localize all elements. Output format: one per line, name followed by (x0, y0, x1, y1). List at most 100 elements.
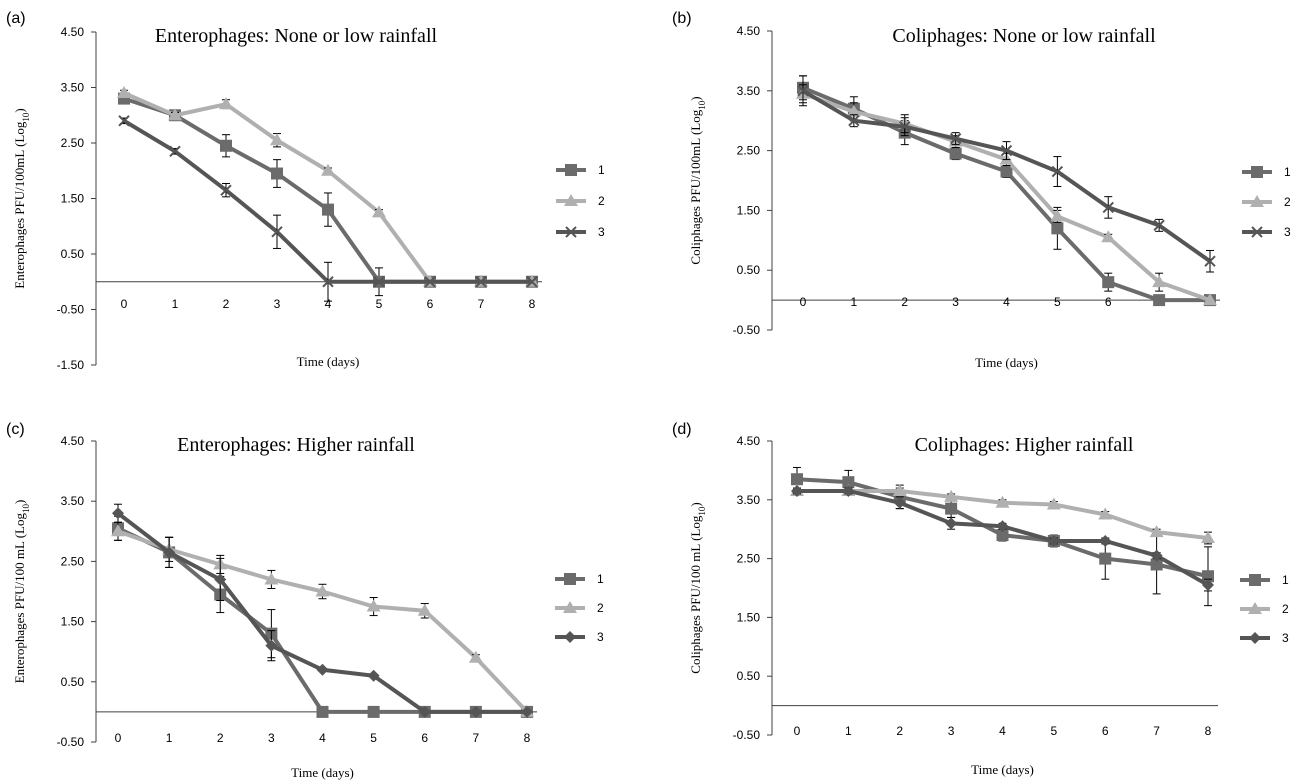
data-point (842, 484, 855, 497)
x-tick-label: 0 (115, 731, 122, 745)
legend-label: 2 (1284, 195, 1291, 209)
y-axis-title: Coliphages PFU/100 mL (Log10) (688, 502, 707, 673)
legend-item-1: 1 (1240, 573, 1289, 587)
data-point (367, 705, 380, 718)
data-point (1051, 165, 1064, 178)
data-point (848, 114, 860, 127)
series-3 (797, 75, 1216, 273)
x-tick-label: 7 (473, 731, 480, 745)
series-3 (112, 503, 533, 718)
legend-swatch-marker (564, 194, 578, 206)
x-tick-label: 4 (325, 297, 332, 311)
legend-swatch-marker (565, 164, 577, 176)
legend-label: 1 (1282, 573, 1289, 587)
y-tick-label: 2.50 (61, 136, 85, 150)
x-tick-label: 4 (1003, 295, 1010, 309)
panel-label: (b) (672, 10, 692, 27)
y-axis-title-subscript: 10 (697, 100, 707, 110)
data-point (842, 476, 855, 489)
y-axis-title-subscript: 10 (21, 112, 31, 122)
x-tick-label: 1 (851, 295, 858, 309)
x-tick-label: 3 (952, 295, 959, 309)
data-point (1202, 579, 1214, 592)
x-tick-label: 0 (794, 724, 801, 738)
data-point (1000, 144, 1013, 157)
x-tick-label: 6 (421, 731, 428, 745)
data-point (220, 139, 232, 152)
chart-panel-d: (d) Coliphages: Higher rainfall 4.50 3.50 2.… (672, 421, 1289, 777)
x-tick-label: 7 (478, 297, 485, 311)
legend-swatch-marker (563, 601, 577, 613)
legend-swatch-marker (565, 226, 577, 238)
legend-label: 1 (1284, 165, 1291, 179)
x-tick-label: 4 (319, 731, 326, 745)
y-tick-label: -1.50 (57, 358, 85, 372)
data-point (265, 639, 278, 652)
y-axis-title-end: ) (688, 96, 703, 100)
x-tick-label: 6 (1102, 724, 1109, 738)
legend-swatch-marker (1249, 632, 1261, 644)
legend-swatch-marker (564, 631, 576, 643)
panel-label: (c) (6, 421, 25, 438)
chart-title: Coliphages: None or low rainfall (892, 25, 1156, 47)
y-tick-label: -0.50 (57, 735, 85, 749)
data-point (322, 276, 334, 288)
data-point (475, 276, 487, 288)
data-point (1153, 294, 1166, 307)
x-tick-label: 4 (999, 724, 1006, 738)
data-point (521, 705, 533, 718)
x-tick-label: 0 (121, 297, 128, 311)
x-tick-label: 5 (1051, 724, 1058, 738)
data-point (271, 167, 283, 180)
y-tick-label: 2.50 (737, 144, 761, 158)
series-line (802, 85, 1210, 303)
series-3 (118, 115, 538, 302)
y-axis-title: Coliphages PFU/100mL (Log10) (688, 96, 707, 264)
x-axis-title: Time (days) (975, 355, 1038, 370)
data-point (118, 115, 130, 127)
series-line (123, 96, 532, 284)
legend-item-3: 3 (555, 630, 604, 644)
data-point (468, 650, 483, 663)
legend-swatch-marker (564, 573, 576, 585)
x-tick-label: 0 (800, 295, 807, 309)
data-point (892, 483, 907, 496)
y-tick-label: -0.50 (733, 323, 761, 337)
series-line (116, 511, 527, 714)
data-point (996, 520, 1009, 533)
x-tick-label: 8 (524, 731, 531, 745)
x-tick-label: 8 (529, 297, 536, 311)
x-tick-label: 3 (268, 731, 275, 745)
y-tick-label: 0.50 (737, 669, 761, 683)
x-axis-title: Time (days) (291, 765, 354, 780)
legend-swatch-marker (1251, 166, 1263, 178)
data-point (168, 108, 182, 121)
y-axis-title: Enterophages PFU/100 mL (Log10) (12, 500, 31, 684)
data-point (111, 524, 125, 537)
legend-item-1: 1 (555, 572, 604, 586)
y-tick-label: 1.50 (737, 610, 761, 624)
data-point (944, 489, 959, 502)
x-tick-label: 2 (896, 724, 903, 738)
panel-label: (d) (672, 421, 692, 438)
data-point (1099, 534, 1112, 547)
data-point (526, 276, 538, 288)
series-2 (111, 521, 534, 717)
panel-label: (a) (6, 10, 26, 27)
data-point (893, 496, 906, 509)
data-point (791, 484, 803, 497)
data-point (899, 120, 911, 133)
y-axis-title-main: Coliphages PFU/100 mL (Log (688, 515, 703, 674)
data-point (264, 572, 279, 585)
data-point (1102, 201, 1114, 214)
y-tick-label: 1.50 (61, 192, 85, 206)
data-point (316, 663, 329, 676)
data-point (1102, 276, 1115, 289)
data-point (1150, 549, 1163, 562)
data-point (996, 529, 1009, 542)
legend-item-3: 3 (1240, 631, 1289, 645)
data-point (322, 203, 334, 216)
data-point (1201, 531, 1215, 544)
legend-label: 3 (1284, 225, 1291, 239)
data-point (1149, 525, 1164, 538)
